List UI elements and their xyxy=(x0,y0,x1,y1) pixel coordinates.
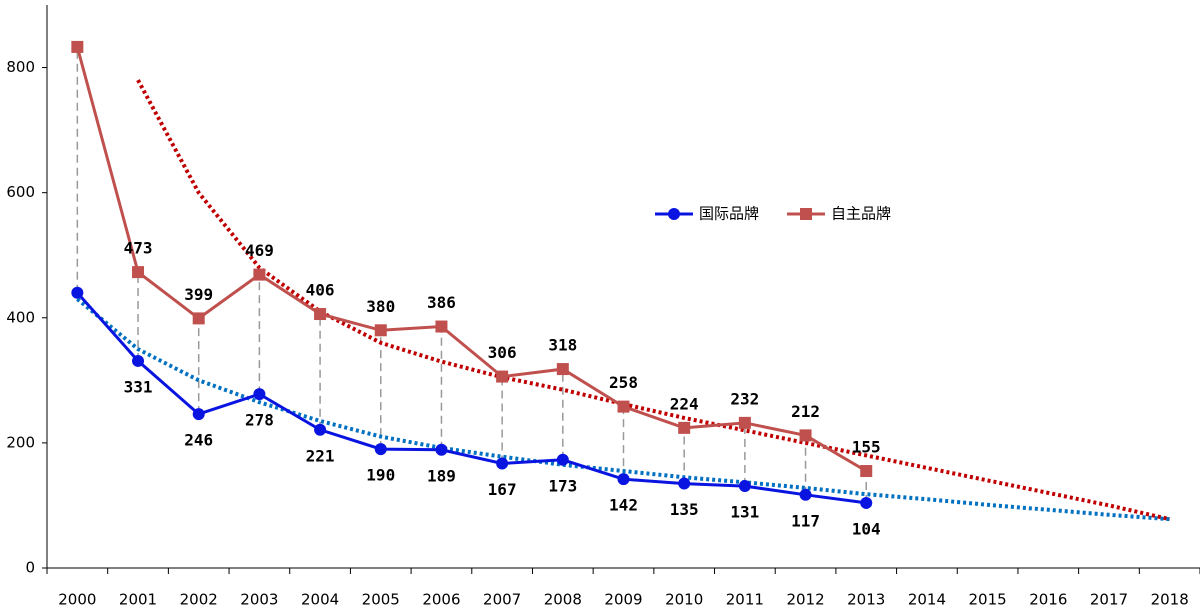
data-label: 406 xyxy=(306,281,335,300)
point xyxy=(374,324,387,337)
point xyxy=(799,429,812,442)
x-tick-label: 2001 xyxy=(119,591,157,609)
data-label: 167 xyxy=(488,480,517,499)
point xyxy=(556,363,569,376)
data-label: 380 xyxy=(366,297,395,316)
point xyxy=(71,40,84,53)
x-tick-label: 2003 xyxy=(240,591,278,609)
point xyxy=(617,473,630,486)
point xyxy=(860,465,873,478)
x-tick-label: 2016 xyxy=(1029,591,1067,609)
legend-marker xyxy=(668,208,680,220)
point xyxy=(556,453,569,466)
data-label: 224 xyxy=(670,394,699,413)
data-label: 318 xyxy=(548,336,577,355)
point xyxy=(192,312,205,325)
data-label: 246 xyxy=(184,431,213,450)
point xyxy=(71,286,84,299)
point xyxy=(374,443,387,456)
point xyxy=(435,320,448,333)
data-label: 399 xyxy=(184,285,213,304)
point xyxy=(253,388,266,401)
data-label: 278 xyxy=(245,411,274,430)
data-label: 142 xyxy=(609,496,638,515)
point xyxy=(314,423,327,436)
point xyxy=(860,496,873,509)
x-tick-label: 2005 xyxy=(362,591,400,609)
point xyxy=(617,400,630,413)
point xyxy=(132,266,145,279)
x-tick-label: 2012 xyxy=(786,591,824,609)
data-label: 473 xyxy=(124,239,153,258)
x-tick-label: 2004 xyxy=(301,591,339,609)
point xyxy=(496,457,509,470)
data-label: 173 xyxy=(548,476,577,495)
x-tick-label: 2006 xyxy=(422,591,460,609)
data-label: 306 xyxy=(488,343,517,362)
data-label: 155 xyxy=(852,438,881,457)
data-label: 232 xyxy=(730,389,759,408)
legend-marker xyxy=(800,208,812,220)
y-tick-label: 400 xyxy=(6,308,35,326)
y-tick-label: 800 xyxy=(6,58,35,76)
x-tick-label: 2000 xyxy=(58,591,96,609)
data-label: 331 xyxy=(124,377,153,396)
y-tick-label: 0 xyxy=(25,559,35,577)
x-tick-label: 2013 xyxy=(847,591,885,609)
data-label: 469 xyxy=(245,241,274,260)
point xyxy=(738,416,751,429)
x-tick-label: 2011 xyxy=(726,591,764,609)
trendline xyxy=(136,79,1171,522)
point xyxy=(192,408,205,421)
data-label: 104 xyxy=(852,519,881,538)
data-label: 212 xyxy=(791,402,820,421)
data-label: 189 xyxy=(427,466,456,485)
y-tick-label: 200 xyxy=(6,433,35,451)
x-tick-label: 2010 xyxy=(665,591,703,609)
point xyxy=(314,308,327,321)
point xyxy=(253,268,266,281)
x-tick-label: 2007 xyxy=(483,591,521,609)
x-tick-label: 2008 xyxy=(544,591,582,609)
legend-label: 国际品牌 xyxy=(699,205,759,223)
point xyxy=(132,354,145,367)
x-tick-label: 2014 xyxy=(908,591,946,609)
data-label: 386 xyxy=(427,293,456,312)
data-label: 190 xyxy=(366,466,395,485)
data-label: 117 xyxy=(791,511,820,530)
point xyxy=(678,421,691,434)
data-label: 221 xyxy=(306,446,335,465)
data-label: 131 xyxy=(730,503,759,522)
y-tick-label: 600 xyxy=(6,183,35,201)
point xyxy=(496,370,509,383)
series-line xyxy=(75,46,867,473)
data-label: 258 xyxy=(609,373,638,392)
point xyxy=(799,488,812,501)
x-tick-label: 2018 xyxy=(1151,591,1189,609)
point xyxy=(435,443,448,456)
legend-label: 自主品牌 xyxy=(831,205,891,223)
series-line xyxy=(76,291,867,505)
x-tick-label: 2015 xyxy=(969,591,1007,609)
x-tick-label: 2009 xyxy=(604,591,642,609)
point xyxy=(678,477,691,490)
x-tick-label: 2002 xyxy=(180,591,218,609)
trendline xyxy=(76,297,1170,522)
x-tick-label: 2017 xyxy=(1090,591,1128,609)
data-label: 135 xyxy=(670,500,699,519)
point xyxy=(738,480,751,493)
